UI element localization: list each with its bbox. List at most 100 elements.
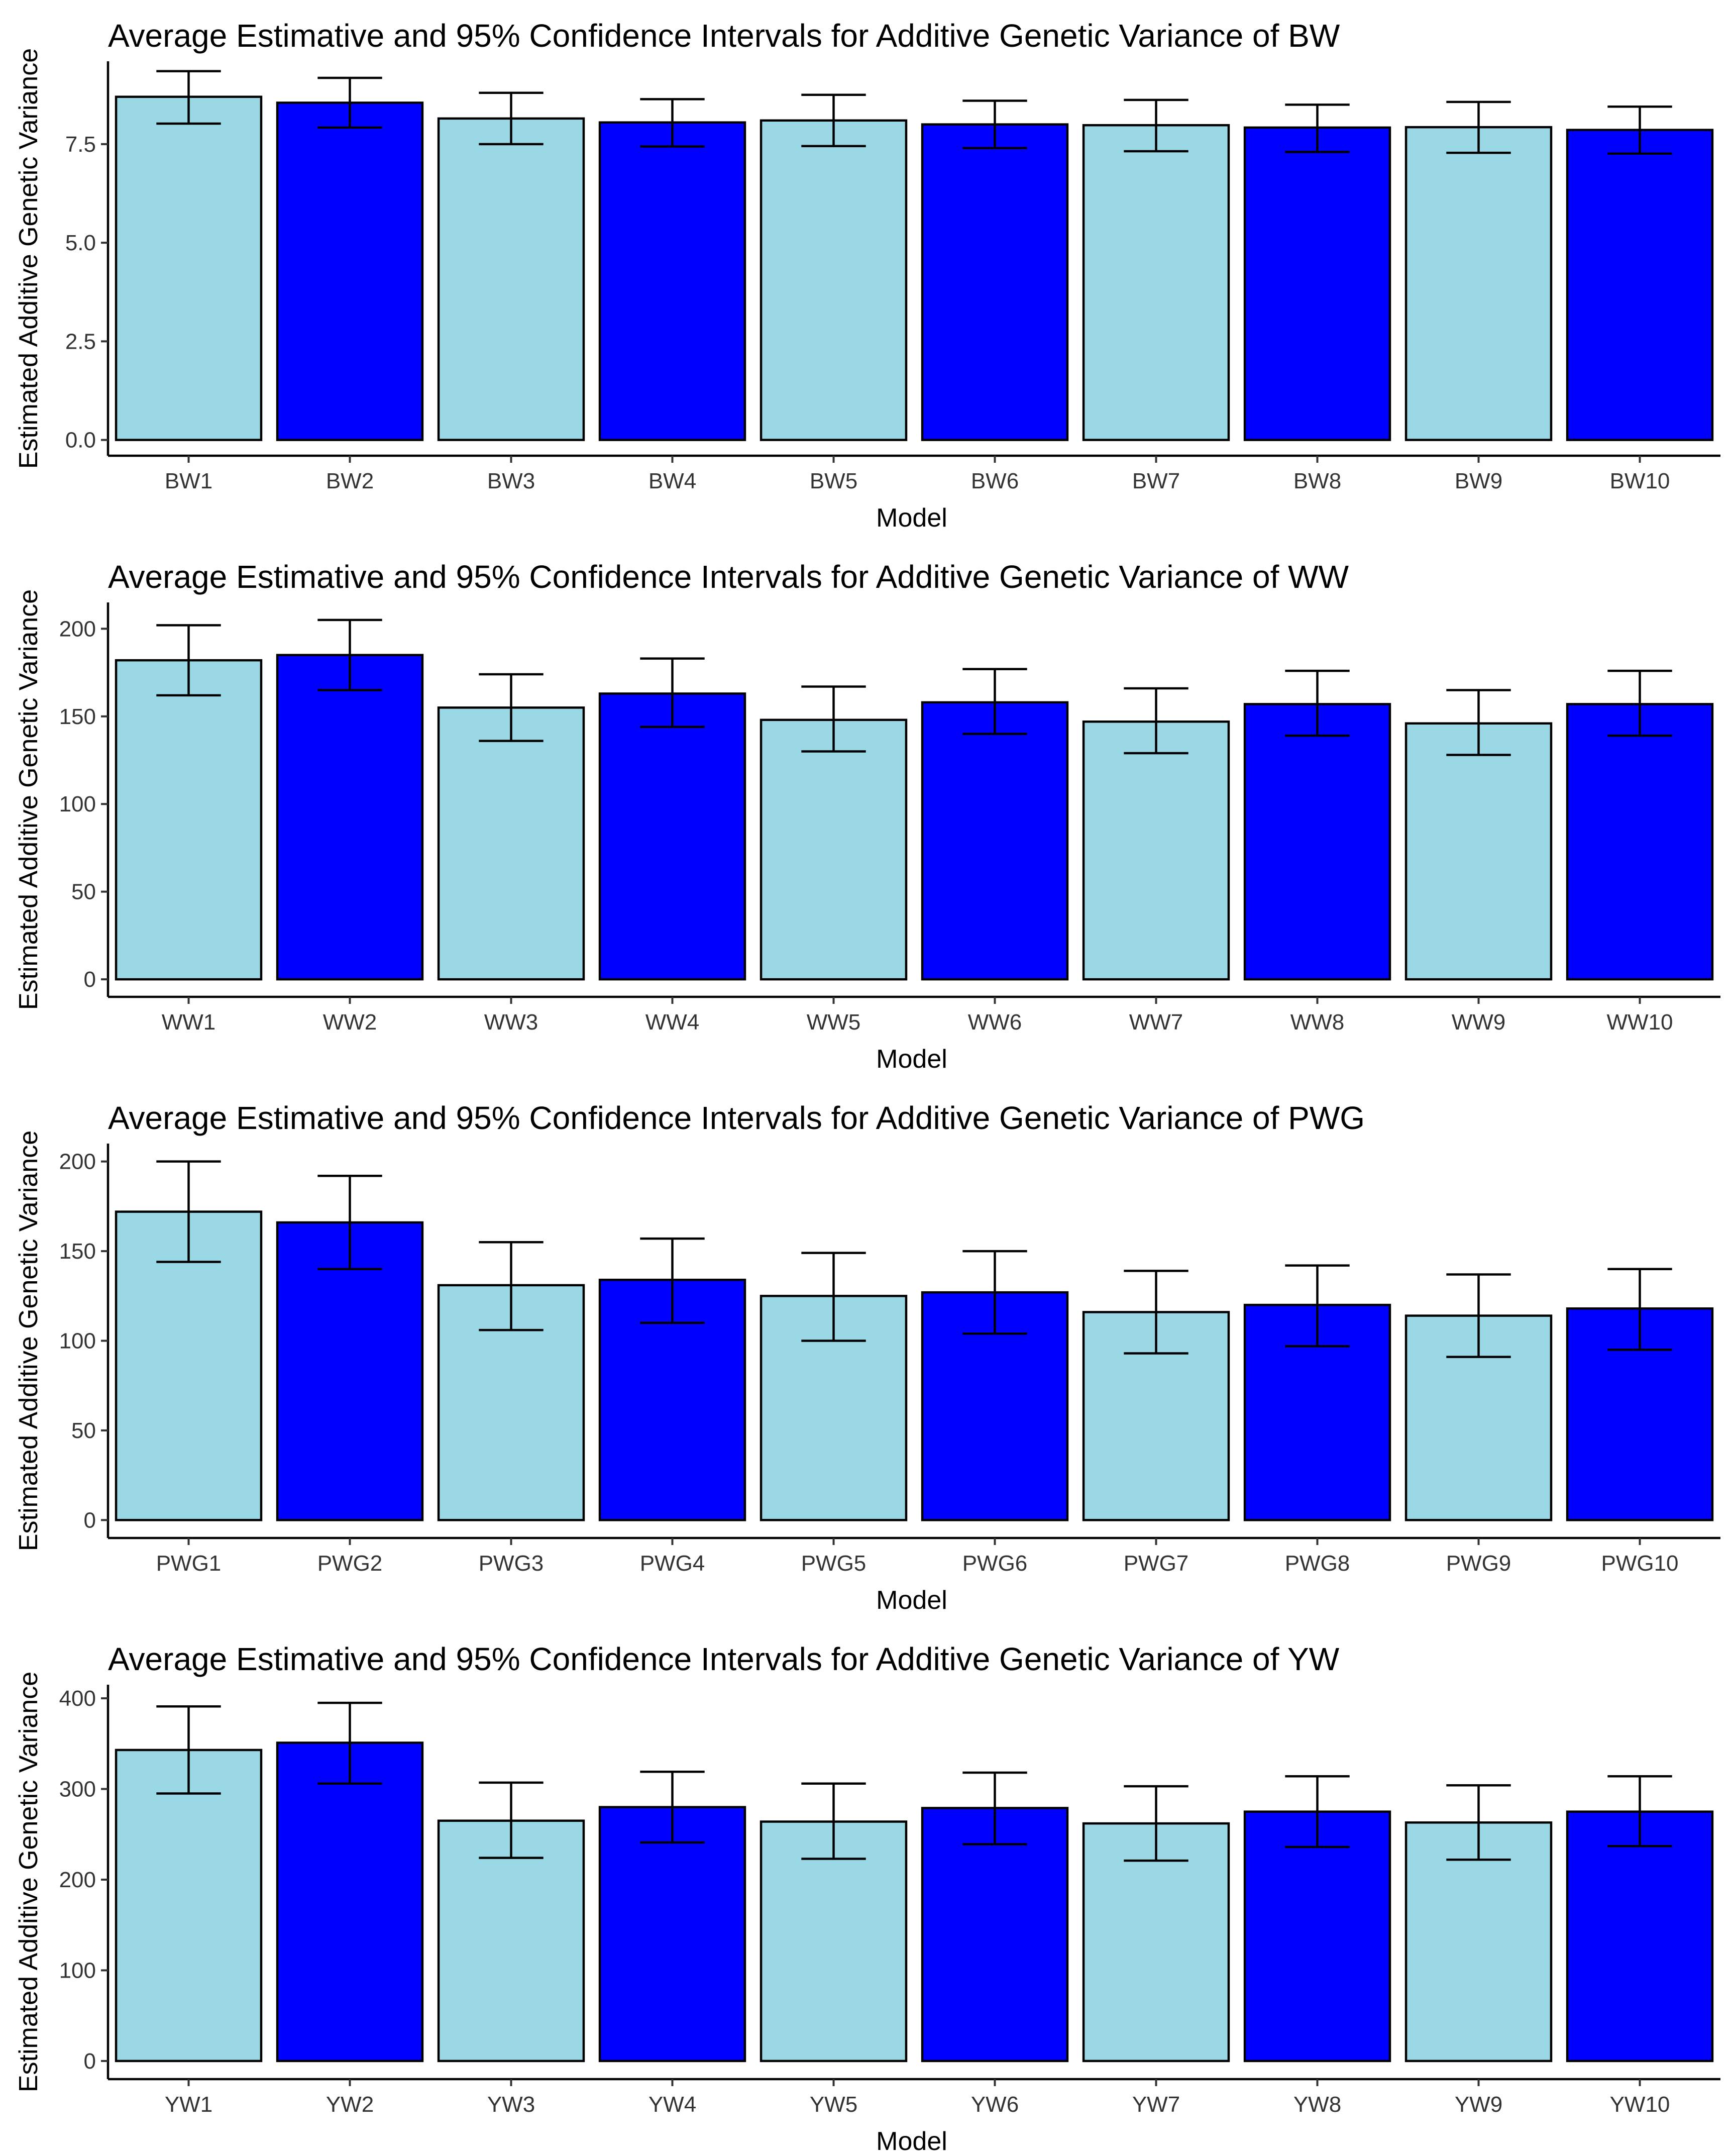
x-tick-label: WW6 bbox=[968, 1010, 1022, 1035]
error-bar-BW7 bbox=[1124, 98, 1188, 153]
x-tick-label: YW9 bbox=[1455, 2092, 1502, 2117]
y-tick-label: 100 bbox=[59, 1958, 96, 1983]
bar-YW4 bbox=[598, 1806, 746, 2063]
x-tick-label: BW5 bbox=[810, 469, 857, 493]
error-bar-WW8 bbox=[1285, 669, 1350, 737]
x-tick-label: WW2 bbox=[323, 1010, 377, 1035]
chart-panel-2: Average Estimative and 95% Confidence In… bbox=[14, 559, 1720, 1074]
error-bar-WW7 bbox=[1124, 687, 1188, 755]
bar-WW2 bbox=[276, 654, 424, 981]
error-bar-YW6 bbox=[962, 1771, 1027, 1845]
error-bar-BW6 bbox=[962, 99, 1027, 149]
bar-WW8 bbox=[1243, 703, 1391, 981]
chart-panel-1: Average Estimative and 95% Confidence In… bbox=[14, 18, 1720, 533]
x-tick-label: YW7 bbox=[1132, 2092, 1180, 2117]
x-tick-label: YW4 bbox=[648, 2092, 696, 2117]
error-bar-BW5 bbox=[801, 93, 866, 148]
y-tick-label: 0 bbox=[84, 1508, 96, 1532]
x-tick-label: YW8 bbox=[1293, 2092, 1341, 2117]
error-bar-YW10 bbox=[1607, 1775, 1672, 1847]
error-bar-WW3 bbox=[479, 673, 544, 742]
bar-YW3 bbox=[437, 1819, 585, 2063]
y-tick-label: 300 bbox=[59, 1777, 96, 1802]
bar-PWG2 bbox=[276, 1221, 424, 1521]
x-tick-label: PWG2 bbox=[317, 1551, 383, 1576]
error-bar-YW2 bbox=[317, 1701, 382, 1785]
error-bar-PWG9 bbox=[1446, 1273, 1511, 1358]
error-bar-YW9 bbox=[1446, 1784, 1511, 1861]
x-tick-label: PWG6 bbox=[962, 1551, 1028, 1576]
error-bar-YW4 bbox=[640, 1770, 705, 1844]
error-bar-BW10 bbox=[1607, 106, 1672, 155]
bar-BW5 bbox=[760, 119, 908, 441]
y-axis-title: Estimated Additive Genetic Variance bbox=[14, 1672, 43, 2092]
x-tick-label: PWG7 bbox=[1124, 1551, 1189, 1576]
x-tick-label: YW10 bbox=[1610, 2092, 1670, 2117]
x-tick-label: PWG4 bbox=[640, 1551, 705, 1576]
x-tick-label: PWG9 bbox=[1446, 1551, 1511, 1576]
x-tick-label: BW4 bbox=[648, 469, 696, 493]
chart-title: Average Estimative and 95% Confidence In… bbox=[108, 1100, 1365, 1136]
error-bar-WW2 bbox=[317, 619, 382, 691]
y-tick-label: 50 bbox=[71, 880, 96, 904]
x-tick-label: PWG8 bbox=[1285, 1551, 1350, 1576]
error-bar-PWG5 bbox=[801, 1252, 866, 1342]
y-tick-label: 0.0 bbox=[65, 428, 96, 453]
x-tick-label: BW7 bbox=[1132, 469, 1180, 493]
x-tick-label: YW5 bbox=[810, 2092, 857, 2117]
error-bar-BW3 bbox=[479, 91, 544, 146]
bar-WW7 bbox=[1082, 720, 1230, 981]
error-bar-YW8 bbox=[1285, 1775, 1350, 1849]
bar-BW1 bbox=[115, 95, 263, 441]
bar-YW8 bbox=[1243, 1810, 1391, 2063]
error-bar-YW3 bbox=[479, 1781, 544, 1859]
bar-PWG1 bbox=[115, 1210, 263, 1521]
y-tick-label: 200 bbox=[59, 617, 96, 641]
x-tick-label: WW10 bbox=[1607, 1010, 1673, 1035]
y-axis-title: Estimated Additive Genetic Variance bbox=[14, 589, 43, 1010]
y-tick-label: 200 bbox=[59, 1868, 96, 1892]
error-bar-BW9 bbox=[1446, 100, 1511, 154]
chart-panel-3: Average Estimative and 95% Confidence In… bbox=[14, 1100, 1720, 1615]
y-tick-label: 50 bbox=[71, 1418, 96, 1443]
x-axis-title: Model bbox=[876, 1586, 947, 1615]
x-tick-label: WW3 bbox=[484, 1010, 538, 1035]
x-tick-label: YW1 bbox=[165, 2092, 212, 2117]
x-axis-title: Model bbox=[876, 503, 947, 533]
bar-WW9 bbox=[1404, 722, 1553, 981]
bar-WW1 bbox=[115, 659, 263, 981]
bar-WW4 bbox=[598, 692, 746, 981]
x-tick-label: BW9 bbox=[1455, 469, 1502, 493]
x-axis-title: Model bbox=[876, 2127, 947, 2156]
error-bar-YW7 bbox=[1124, 1785, 1188, 1862]
bar-YW10 bbox=[1566, 1810, 1714, 2063]
bar-YW9 bbox=[1404, 1821, 1553, 2063]
x-tick-label: YW2 bbox=[326, 2092, 374, 2117]
error-bar-WW5 bbox=[801, 685, 866, 753]
y-tick-label: 0 bbox=[84, 967, 96, 992]
error-bar-BW2 bbox=[317, 76, 382, 129]
x-tick-label: YW3 bbox=[487, 2092, 535, 2117]
x-tick-label: BW6 bbox=[971, 469, 1019, 493]
error-bar-PWG2 bbox=[317, 1174, 382, 1271]
bar-YW6 bbox=[921, 1807, 1069, 2063]
y-tick-label: 100 bbox=[59, 792, 96, 816]
error-bar-WW6 bbox=[962, 668, 1027, 735]
error-bar-PWG8 bbox=[1285, 1264, 1350, 1348]
x-tick-label: WW1 bbox=[162, 1010, 216, 1035]
x-tick-label: WW7 bbox=[1129, 1010, 1183, 1035]
bar-BW9 bbox=[1404, 126, 1553, 441]
bar-BW3 bbox=[437, 117, 585, 441]
bar-BW7 bbox=[1082, 124, 1230, 441]
bar-BW8 bbox=[1243, 126, 1391, 441]
y-tick-label: 7.5 bbox=[65, 132, 96, 157]
y-tick-label: 100 bbox=[59, 1329, 96, 1354]
chart-title: Average Estimative and 95% Confidence In… bbox=[108, 18, 1340, 54]
error-bar-WW10 bbox=[1607, 669, 1672, 737]
bar-YW5 bbox=[760, 1820, 908, 2063]
y-axis-title: Estimated Additive Genetic Variance bbox=[14, 1131, 43, 1551]
bar-WW5 bbox=[760, 718, 908, 981]
x-tick-label: WW4 bbox=[645, 1010, 700, 1035]
x-tick-label: YW6 bbox=[971, 2092, 1019, 2117]
